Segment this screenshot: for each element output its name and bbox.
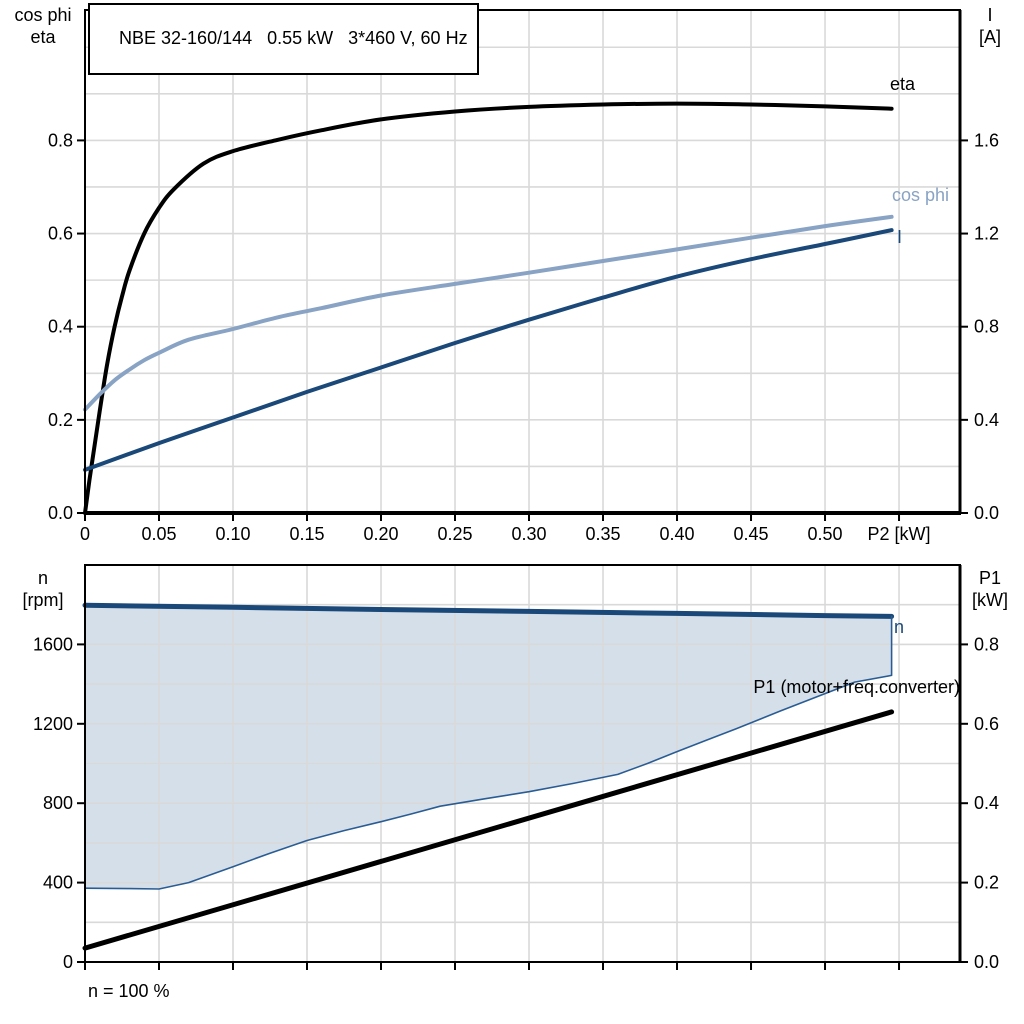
left-axis-tick-label: 0.6 <box>48 224 73 244</box>
p1-curve-label: P1 (motor+freq.converter) <box>753 677 960 697</box>
x-axis-tick-label: 0.35 <box>585 524 620 544</box>
left-axis-tick-label: 1600 <box>33 634 73 654</box>
chart-title: NBE 32-160/144 0.55 kW 3*460 V, 60 Hz <box>119 28 468 48</box>
left-axis-tick-label: 0.8 <box>48 130 73 150</box>
axis-title-p1: P1 <box>978 568 1002 588</box>
axis-title-kw-unit: [kW] <box>972 590 1008 610</box>
top-chart-left-axis-title: cos phi eta <box>4 4 82 48</box>
top-chart-right-axis-title: I [A] <box>960 4 1020 48</box>
speed-curve-label: n <box>894 617 905 637</box>
current-curve-label: I <box>897 227 903 247</box>
right-axis-tick-label: 0.0 <box>974 952 999 972</box>
right-axis-tick-label: 0.8 <box>974 634 999 654</box>
curve-cos_phi <box>83 214 894 412</box>
x-axis-tick-label: 0.30 <box>511 524 546 544</box>
right-axis-tick-label: 0.4 <box>974 793 999 813</box>
x-axis-tick-label: 0.20 <box>363 524 398 544</box>
left-axis-tick-label: 0 <box>63 952 73 972</box>
x-axis-tick-label: 0.15 <box>289 524 324 544</box>
left-axis-tick-label: 0.0 <box>48 503 73 523</box>
left-axis-tick-label: 800 <box>43 793 73 813</box>
right-axis-tick-label: 0.6 <box>974 714 999 734</box>
left-axis-tick-label: 1200 <box>33 714 73 734</box>
x-axis-title: P2 [kW] <box>868 524 931 544</box>
curve-eta <box>83 101 894 515</box>
right-axis-tick-label: 0.0 <box>974 503 999 523</box>
curve-n <box>82 602 895 619</box>
right-axis-tick-label: 0.8 <box>974 317 999 337</box>
left-axis-tick-label: 0.4 <box>48 317 73 337</box>
x-axis-tick-label: 0 <box>80 524 90 544</box>
x-axis-tick-label: 0.05 <box>141 524 176 544</box>
bottom-chart-right-axis-title: P1 [kW] <box>960 567 1020 611</box>
speed-percentage-note: n = 100 % <box>88 981 170 1001</box>
x-axis-tick-label: 0.10 <box>215 524 250 544</box>
axis-title-current: I <box>987 5 993 25</box>
x-axis-tick-label: 0.50 <box>807 524 842 544</box>
right-axis-tick-label: 0.4 <box>974 410 999 430</box>
chart-bottom: 0 400 800 1200 1600 0.0 0.2 0.4 0.6 0.8 <box>33 564 999 972</box>
right-axis-tick-label: 1.2 <box>974 224 999 244</box>
axis-title-rpm-unit: [rpm] <box>22 590 64 610</box>
x-axis-tick-label: 0.45 <box>733 524 768 544</box>
plot-frame <box>84 9 961 514</box>
left-axis-tick-label: 400 <box>43 873 73 893</box>
left-axis-tick-label: 0.2 <box>48 410 73 430</box>
x-axis-tick-label: 0.25 <box>437 524 472 544</box>
axis-title-speed: n <box>37 568 48 588</box>
axis-title-eta: eta <box>30 27 56 47</box>
duty-range-region <box>85 605 892 889</box>
chart-title-box: NBE 32-160/144 0.55 kW 3*460 V, 60 Hz <box>88 3 479 75</box>
cos-phi-curve-label: cos phi <box>892 185 950 205</box>
axis-title-cos-phi: cos phi <box>14 5 72 25</box>
curve-n_range_lower <box>84 615 893 890</box>
curve-P1 <box>82 709 895 951</box>
right-axis-tick-label: 1.6 <box>974 130 999 150</box>
eta-curve-label: eta <box>890 74 916 94</box>
bottom-chart-left-axis-title: n [rpm] <box>4 567 82 611</box>
x-axis-tick-label: 0.40 <box>659 524 694 544</box>
axis-title-ampere-unit: [A] <box>978 27 1001 47</box>
right-axis-tick-label: 0.2 <box>974 873 999 893</box>
curve-I <box>83 228 894 472</box>
chart-top: 0.0 0.2 0.4 0.6 0.8 0.0 0.4 0.8 1.2 1.6 0 0.05 0.10 0… <box>48 9 999 544</box>
